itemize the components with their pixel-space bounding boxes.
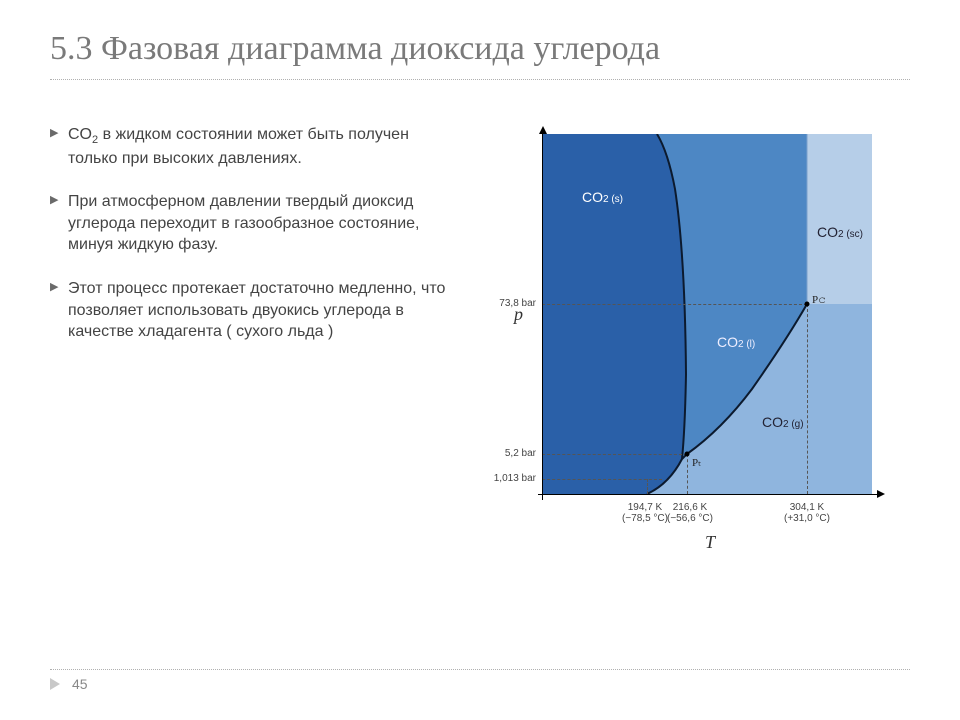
bullet-item: При атмосферном давлении твердый диоксид… — [50, 191, 450, 256]
x-axis-label: T — [705, 532, 715, 553]
plot-area: Pₜ P𝚌 CO2 (s) CO2 (l) CO2 (g) CO2 (sc) — [542, 134, 872, 494]
bullet-text: в жидком состоянии может быть получен то… — [68, 126, 409, 167]
bullet-item: CO2 в жидком состоянии может быть получе… — [50, 124, 450, 170]
label-supercritical: CO2 (sc) — [817, 224, 863, 240]
slide: 5.3 Фазовая диаграмма диоксида углерода … — [0, 0, 960, 720]
x-axis — [538, 494, 883, 495]
text-column: CO2 в жидком состоянии может быть получе… — [50, 124, 450, 554]
ytick-triple: 5,2 bar — [482, 448, 536, 459]
phase-diagram: Pₜ P𝚌 CO2 (s) CO2 (l) CO2 (g) CO2 (sc) p… — [480, 124, 910, 554]
ytick-critical: 73,8 bar — [482, 298, 536, 309]
xtick-3a: 304,1 K — [772, 502, 842, 513]
ytick-atm: 1,013 bar — [482, 473, 536, 484]
triple-point-label: Pₜ — [692, 456, 701, 469]
dash-triple-p — [542, 454, 687, 455]
slide-title: 5.3 Фазовая диаграмма диоксида углерода — [50, 28, 910, 71]
label-solid: CO2 (s) — [582, 189, 623, 205]
bullet-text: CO — [68, 126, 92, 143]
phase-curves — [542, 134, 872, 494]
footer-arrow-icon — [50, 678, 60, 690]
dash-critical-t — [807, 304, 808, 494]
title-block: 5.3 Фазовая диаграмма диоксида углерода — [50, 28, 910, 80]
xtick-2b: (−56,6 °C) — [655, 513, 725, 524]
title-divider — [50, 79, 910, 80]
xtick-3b: (+31,0 °C) — [772, 513, 842, 524]
diagram-column: Pₜ P𝚌 CO2 (s) CO2 (l) CO2 (g) CO2 (sc) p… — [470, 124, 910, 554]
dash-critical-p — [542, 304, 807, 305]
dash-atm-p — [542, 479, 662, 480]
content-row: CO2 в жидком состоянии может быть получе… — [50, 88, 910, 554]
page-number: 45 — [72, 676, 88, 692]
y-axis — [542, 128, 543, 500]
critical-point — [805, 301, 810, 306]
dash-triple-t — [687, 454, 688, 494]
triple-point — [685, 451, 690, 456]
critical-point-label: P𝚌 — [812, 294, 826, 307]
region-solid — [542, 134, 686, 494]
label-gas: CO2 (g) — [762, 414, 804, 430]
xtick-2a: 216,6 K — [655, 502, 725, 513]
label-liquid: CO2 (l) — [717, 334, 755, 350]
dash-sublim-t — [647, 479, 648, 494]
bullet-item: Этот процесс протекает достаточно медлен… — [50, 278, 450, 343]
bullet-list: CO2 в жидком состоянии может быть получе… — [50, 124, 450, 343]
footer: 45 — [50, 669, 910, 692]
